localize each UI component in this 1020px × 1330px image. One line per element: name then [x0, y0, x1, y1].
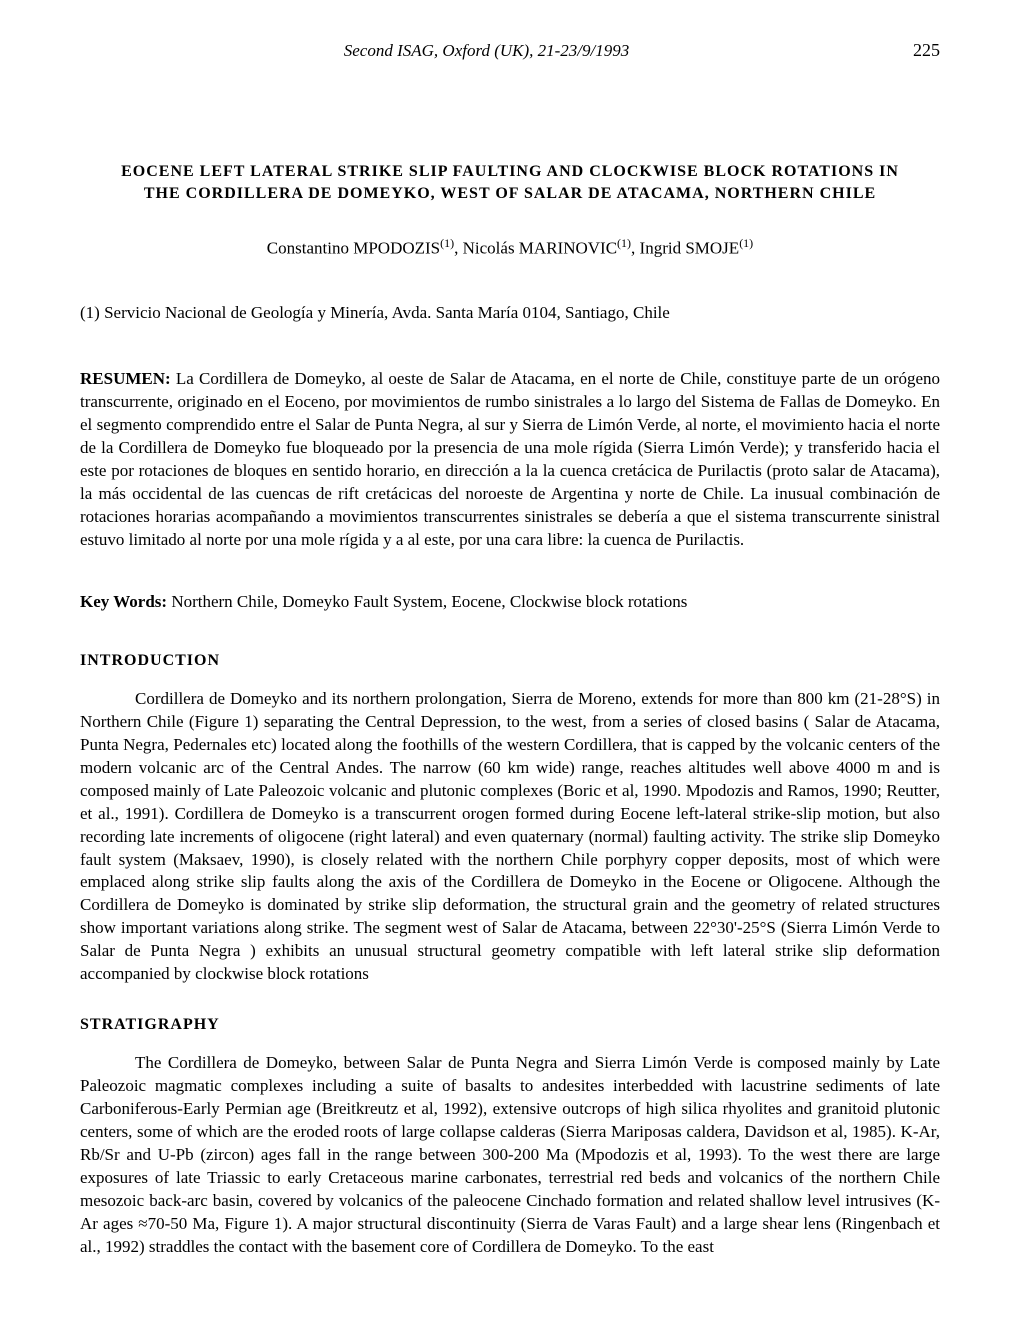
section-heading-stratigraphy: STRATIGRAPHY — [80, 1016, 940, 1034]
section-heading-introduction: INTRODUCTION — [80, 652, 940, 670]
author-2-name: Nicolás MARINOVIC — [463, 238, 617, 257]
author-3-name: Ingrid SMOJE — [640, 238, 740, 257]
affiliation: (1) Servicio Nacional de Geología y Mine… — [80, 303, 940, 323]
author-1-name: Constantino MPODOZIS — [267, 238, 440, 257]
journal-title: Second ISAG, Oxford (UK), 21-23/9/1993 — [80, 41, 893, 61]
abstract-resumen: RESUMEN: La Cordillera de Domeyko, al oe… — [80, 368, 940, 552]
author-1-sup: (1) — [440, 236, 454, 250]
introduction-body: Cordillera de Domeyko and its northern p… — [80, 688, 940, 986]
article-title: EOCENE LEFT LATERAL STRIKE SLIP FAULTING… — [80, 161, 940, 206]
keywords-text: Northern Chile, Domeyko Fault System, Eo… — [171, 592, 687, 611]
keywords-line: Key Words: Northern Chile, Domeyko Fault… — [80, 592, 940, 612]
authors-line: Constantino MPODOZIS(1), Nicolás MARINOV… — [80, 236, 940, 259]
resumen-text: La Cordillera de Domeyko, al oeste de Sa… — [80, 369, 940, 549]
author-3-sup: (1) — [739, 236, 753, 250]
page-number: 225 — [913, 40, 940, 61]
author-2-sup: (1) — [617, 236, 631, 250]
keywords-label: Key Words: — [80, 592, 171, 611]
page-header: Second ISAG, Oxford (UK), 21-23/9/1993 2… — [80, 40, 940, 61]
stratigraphy-body: The Cordillera de Domeyko, between Salar… — [80, 1052, 940, 1258]
resumen-label: RESUMEN: — [80, 369, 176, 388]
